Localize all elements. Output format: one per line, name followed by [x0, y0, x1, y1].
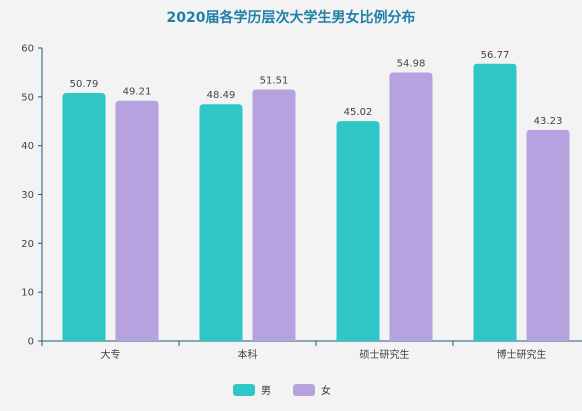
bar-male[interactable]: [62, 92, 106, 342]
y-tick-label: 30: [21, 190, 34, 201]
legend-swatch: [233, 384, 255, 396]
legend-label: 男: [261, 385, 271, 397]
legend-label: 女: [321, 384, 331, 397]
bar-male[interactable]: [336, 121, 380, 341]
x-tick-label: 博士研究生: [497, 348, 547, 361]
bar-male[interactable]: [473, 63, 517, 342]
x-tick-label: 硕士研究生: [360, 348, 410, 361]
bar-female[interactable]: [389, 72, 433, 341]
legend[interactable]: 男女: [233, 384, 331, 397]
data-label: 56.77: [481, 50, 510, 61]
data-label: 43.23: [534, 116, 563, 127]
y-tick-label: 40: [21, 141, 34, 152]
chart-title: 2020届各学历层次大学生男女比例分布: [167, 9, 416, 26]
data-label: 48.49: [207, 90, 236, 101]
y-tick-label: 0: [28, 337, 34, 348]
data-label: 49.21: [123, 87, 152, 98]
x-tick-label: 大专: [101, 348, 121, 361]
bar-female[interactable]: [115, 100, 159, 342]
data-label: 54.98: [397, 59, 426, 70]
y-tick-label: 50: [21, 92, 34, 103]
y-tick-label: 60: [21, 44, 34, 55]
y-tick-label: 10: [21, 288, 34, 299]
bar-male[interactable]: [199, 104, 243, 341]
legend-swatch: [293, 384, 315, 396]
data-label: 51.51: [260, 75, 289, 86]
data-label: 45.02: [344, 107, 373, 118]
data-labels: 50.79 49.21 48.49 51.51 45.02 54.98 56.77 43.23: [70, 50, 563, 127]
y-axis: 0 10 20 30 40 50 60: [21, 44, 43, 348]
bar-female[interactable]: [526, 129, 570, 341]
y-tick-label: 20: [21, 239, 34, 250]
bar-female[interactable]: [252, 89, 296, 341]
data-label: 50.79: [70, 79, 99, 90]
x-axis: 大专 本科 硕士研究生 博士研究生: [41, 340, 582, 361]
bars: [62, 63, 570, 342]
legend-item-female[interactable]: 女: [293, 384, 331, 397]
x-tick-label: 本科: [238, 348, 258, 361]
legend-item-male[interactable]: 男: [233, 384, 271, 397]
